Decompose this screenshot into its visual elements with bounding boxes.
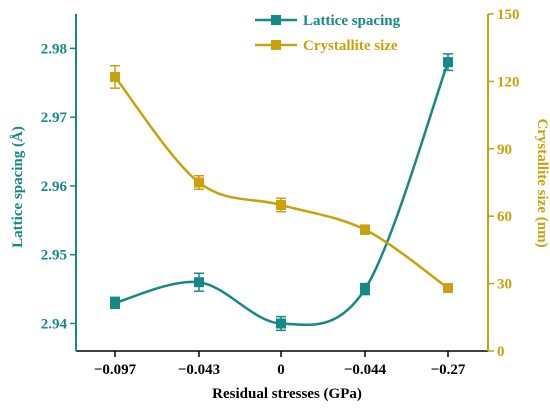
y-right-tick-label: 90 [497,142,512,158]
y-right-tick-label: 30 [497,277,512,293]
y-axis-left-title: Lattice spacing (Å) [10,126,26,248]
legend-marker-crystallite-size [271,40,281,50]
y-right-tick-label: 0 [497,344,505,360]
data-point-crystallite-size [276,199,286,210]
data-point-lattice-spacing [276,318,286,329]
data-point-lattice-spacing [194,277,204,288]
data-point-crystallite-size [443,283,453,294]
y-right-tick-label: 120 [497,74,520,90]
legend-item-crystallite-size: Crystallite size [255,38,398,54]
series-line-crystallite-size [114,76,449,290]
y-right-tick-label: 60 [497,209,512,225]
plot-area [110,53,453,332]
legend: Lattice spacing Crystallite size [255,13,401,54]
y-left-tick-label: 2.97 [41,110,68,126]
legend-item-lattice-spacing: Lattice spacing [255,13,401,29]
data-point-lattice-spacing [443,57,453,68]
x-tick-label: −0.097 [94,362,137,378]
data-point-crystallite-size [360,224,370,235]
legend-label-crystallite-size: Crystallite size [303,38,398,54]
y-right-tick-label: 150 [497,7,520,23]
y-left-tick-label: 2.96 [41,179,68,195]
legend-label-lattice-spacing: Lattice spacing [303,13,401,29]
series-line-lattice-spacing [114,61,450,327]
axes: −0.097 −0.043 0 −0.044 −0.27 2.94 2.95 2.96 2.97… [41,7,520,378]
legend-marker-lattice-spacing [271,15,281,25]
x-tick-label: −0.27 [431,362,466,378]
x-axis-title: Residual stresses (GPa) [212,386,362,402]
y-left-tick-label: 2.95 [41,248,67,264]
data-point-crystallite-size [194,177,204,188]
y-left-tick-label: 2.98 [41,41,67,57]
data-point-crystallite-size [110,71,120,82]
x-tick-label: −0.043 [178,362,220,378]
data-point-lattice-spacing [110,297,120,308]
x-tick-label: −0.044 [344,362,387,378]
data-point-lattice-spacing [360,284,370,295]
x-tick-label: 0 [277,362,285,378]
y-axis-right-title: Crystallite size (nm) [534,118,550,247]
y-left-tick-label: 2.94 [41,316,68,332]
